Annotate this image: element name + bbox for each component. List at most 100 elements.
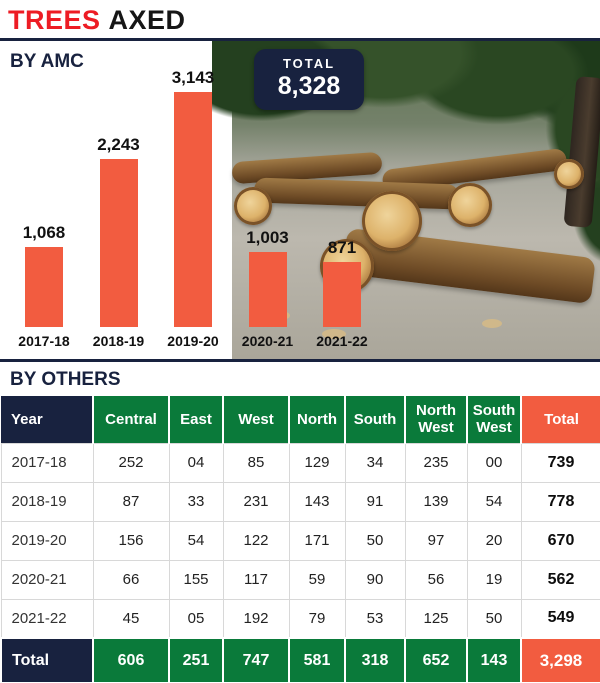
bar: [99, 159, 138, 327]
wood-chip-illustration: [482, 319, 502, 328]
value-cell: 231: [222, 481, 290, 522]
log-end-illustration: [554, 159, 584, 189]
value-cell: 252: [92, 442, 170, 483]
log-end-illustration: [362, 191, 422, 251]
value-cell: 143: [288, 481, 346, 522]
bar-value-label: 1,068: [22, 223, 66, 242]
value-cell: 59: [288, 559, 346, 600]
column-header: Central: [92, 396, 169, 443]
value-cell: 91: [344, 481, 406, 522]
by-others-table: Year Central East West North South North West S…: [0, 396, 600, 683]
value-cell: 90: [344, 559, 406, 600]
column-total-cell: 747: [222, 637, 290, 683]
value-cell: 56: [404, 559, 468, 600]
wood-chip-illustration: [322, 329, 346, 339]
amc-chart-panel: BY AMC TOTAL 8,328 1,068 2017-18 2,243 2018…: [0, 41, 600, 359]
bar: [248, 252, 287, 327]
total-label-cell: Total: [0, 637, 94, 683]
column-header: North: [288, 396, 345, 443]
row-total-cell: 739: [520, 442, 600, 483]
bar: [323, 262, 361, 327]
row-total-cell: 778: [520, 481, 600, 522]
column-total-cell: 143: [466, 637, 522, 683]
bar-category-label: 2020-21: [241, 333, 294, 349]
table-row: 2018-19 87 33 231 143 91 139 54 778: [0, 481, 600, 522]
table-header-row: Year Central East West North South North West S…: [1, 396, 600, 443]
value-cell: 05: [168, 598, 224, 639]
value-cell: 192: [222, 598, 290, 639]
bar-category-label: 2021-22: [316, 333, 368, 349]
column-total-cell: 581: [288, 637, 346, 683]
total-badge-value: 8,328: [277, 72, 341, 100]
value-cell: 04: [168, 442, 224, 483]
column-total-cell: 652: [404, 637, 468, 683]
table-section-label: BY OTHERS: [0, 359, 600, 396]
row-total-cell: 670: [520, 520, 600, 561]
bar-chart: 1,068 2017-18 2,243 2018-19 3,143 2019-20 1,00…: [12, 68, 374, 349]
value-cell: 79: [288, 598, 346, 639]
bar-value-label: 1,003: [246, 228, 289, 247]
value-cell: 155: [168, 559, 224, 600]
total-badge: TOTAL 8,328: [254, 49, 364, 110]
value-cell: 156: [92, 520, 170, 561]
title-word-trees: TREES: [8, 5, 101, 35]
column-header: South West: [466, 396, 521, 443]
bar-category-label: 2017-18: [18, 333, 70, 349]
column-header: South: [344, 396, 405, 443]
felled-trees-photo: [212, 41, 600, 359]
value-cell: 20: [466, 520, 522, 561]
value-cell: 50: [466, 598, 522, 639]
value-cell: 66: [92, 559, 170, 600]
table-row: 2017-18 252 04 85 129 34 235 00 739: [0, 442, 600, 483]
bar-category-label: 2019-20: [167, 333, 219, 349]
chart-section-label: BY AMC: [10, 51, 84, 72]
value-cell: 54: [168, 520, 224, 561]
bar-category-label: 2018-19: [92, 333, 145, 349]
value-cell: 33: [168, 481, 224, 522]
column-total-cell: 606: [92, 637, 170, 683]
value-cell: 139: [404, 481, 468, 522]
table-row: 2019-20 156 54 122 171 50 97 20 670: [0, 520, 600, 561]
year-cell: 2017-18: [0, 442, 94, 483]
column-header: North West: [404, 396, 467, 443]
column-header: Total: [520, 396, 600, 443]
log-end-illustration: [234, 187, 272, 225]
page-title: TREES AXED: [0, 0, 600, 41]
title-word-axed: AXED: [108, 5, 186, 35]
value-cell: 87: [92, 481, 170, 522]
bar: [174, 92, 212, 327]
value-cell: 122: [222, 520, 290, 561]
value-cell: 171: [288, 520, 346, 561]
value-cell: 85: [222, 442, 290, 483]
log-end-illustration: [448, 183, 492, 227]
bar: [25, 247, 63, 327]
bar-value-label: 2,243: [97, 135, 140, 154]
value-cell: 117: [222, 559, 290, 600]
grand-total-cell: 3,298: [520, 637, 600, 683]
value-cell: 45: [92, 598, 170, 639]
column-header: Year: [1, 396, 93, 443]
value-cell: 129: [288, 442, 346, 483]
year-cell: 2019-20: [0, 520, 94, 561]
bar-value-label: 871: [327, 238, 357, 257]
value-cell: 50: [344, 520, 406, 561]
value-cell: 54: [466, 481, 522, 522]
table-row: 2020-21 66 155 117 59 90 56 19 562: [0, 559, 600, 600]
year-cell: 2021-22: [0, 598, 94, 639]
value-cell: 34: [344, 442, 406, 483]
value-cell: 125: [404, 598, 468, 639]
bar-group: 3,143 2019-20: [161, 68, 225, 349]
value-cell: 00: [466, 442, 522, 483]
value-cell: 97: [404, 520, 468, 561]
column-total-cell: 318: [344, 637, 406, 683]
bar-group: 2,243 2018-19: [87, 135, 151, 349]
table-total-row: Total 606 251 747 581 318 652 143 3,298: [0, 637, 600, 683]
column-header: East: [168, 396, 223, 443]
row-total-cell: 562: [520, 559, 600, 600]
column-header: West: [222, 396, 289, 443]
column-total-cell: 251: [168, 637, 224, 683]
year-cell: 2020-21: [0, 559, 94, 600]
total-badge-label: TOTAL: [282, 56, 336, 71]
year-cell: 2018-19: [0, 481, 94, 522]
